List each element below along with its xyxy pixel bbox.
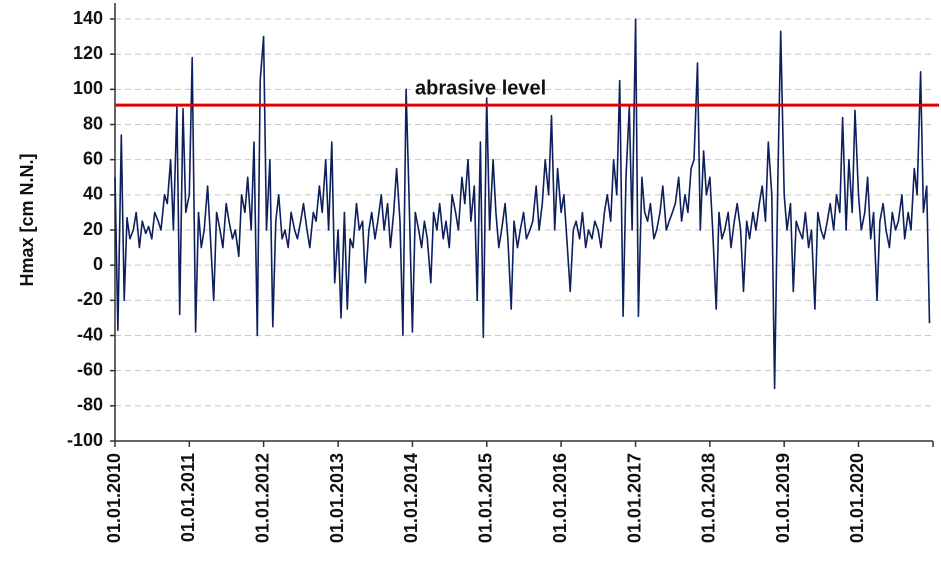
y-tick-label: -40 [77,324,103,344]
y-tick-label: 120 [73,43,103,63]
y-tick-label: 60 [83,148,103,168]
x-tick-label: 01.01.2012 [252,453,272,543]
y-tick-label: -60 [77,359,103,379]
y-tick-label: 80 [83,113,103,133]
x-tick-label: 01.01.2013 [327,453,347,543]
y-tick-label: -80 [77,395,103,415]
y-tick-label: -100 [67,430,103,450]
y-tick-label: 140 [73,8,103,28]
x-tick-label: 01.01.2020 [847,453,867,543]
y-axis-label: Hmax [cm N.N.] [17,153,37,286]
y-tick-label: 0 [93,254,103,274]
x-tick-label: 01.01.2017 [624,453,644,543]
y-tick-label: 20 [83,219,103,239]
y-tick-label: 100 [73,78,103,98]
x-tick-label: 01.01.2010 [104,453,124,543]
reference-label: abrasive level [415,77,546,99]
x-tick-label: 01.01.2011 [178,453,198,542]
x-tick-label: 01.01.2018 [699,453,719,543]
x-tick-label: 01.01.2015 [475,453,495,543]
data-line [114,18,931,390]
y-tick-label: 40 [83,184,103,204]
x-tick-label: 01.01.2019 [773,453,793,543]
x-tick-label: 01.01.2016 [550,453,570,543]
x-tick-label: 01.01.2014 [401,453,421,543]
y-tick-label: -20 [77,289,103,309]
